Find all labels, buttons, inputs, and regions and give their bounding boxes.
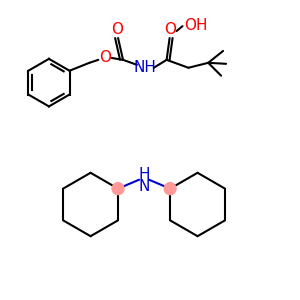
Circle shape xyxy=(164,183,176,195)
Text: H: H xyxy=(138,167,150,182)
Text: O: O xyxy=(111,22,123,37)
Text: OH: OH xyxy=(184,18,208,33)
Text: O: O xyxy=(165,22,177,37)
Text: O: O xyxy=(99,50,111,65)
Circle shape xyxy=(112,183,124,195)
Text: N: N xyxy=(138,179,150,194)
Text: NH: NH xyxy=(134,60,156,75)
